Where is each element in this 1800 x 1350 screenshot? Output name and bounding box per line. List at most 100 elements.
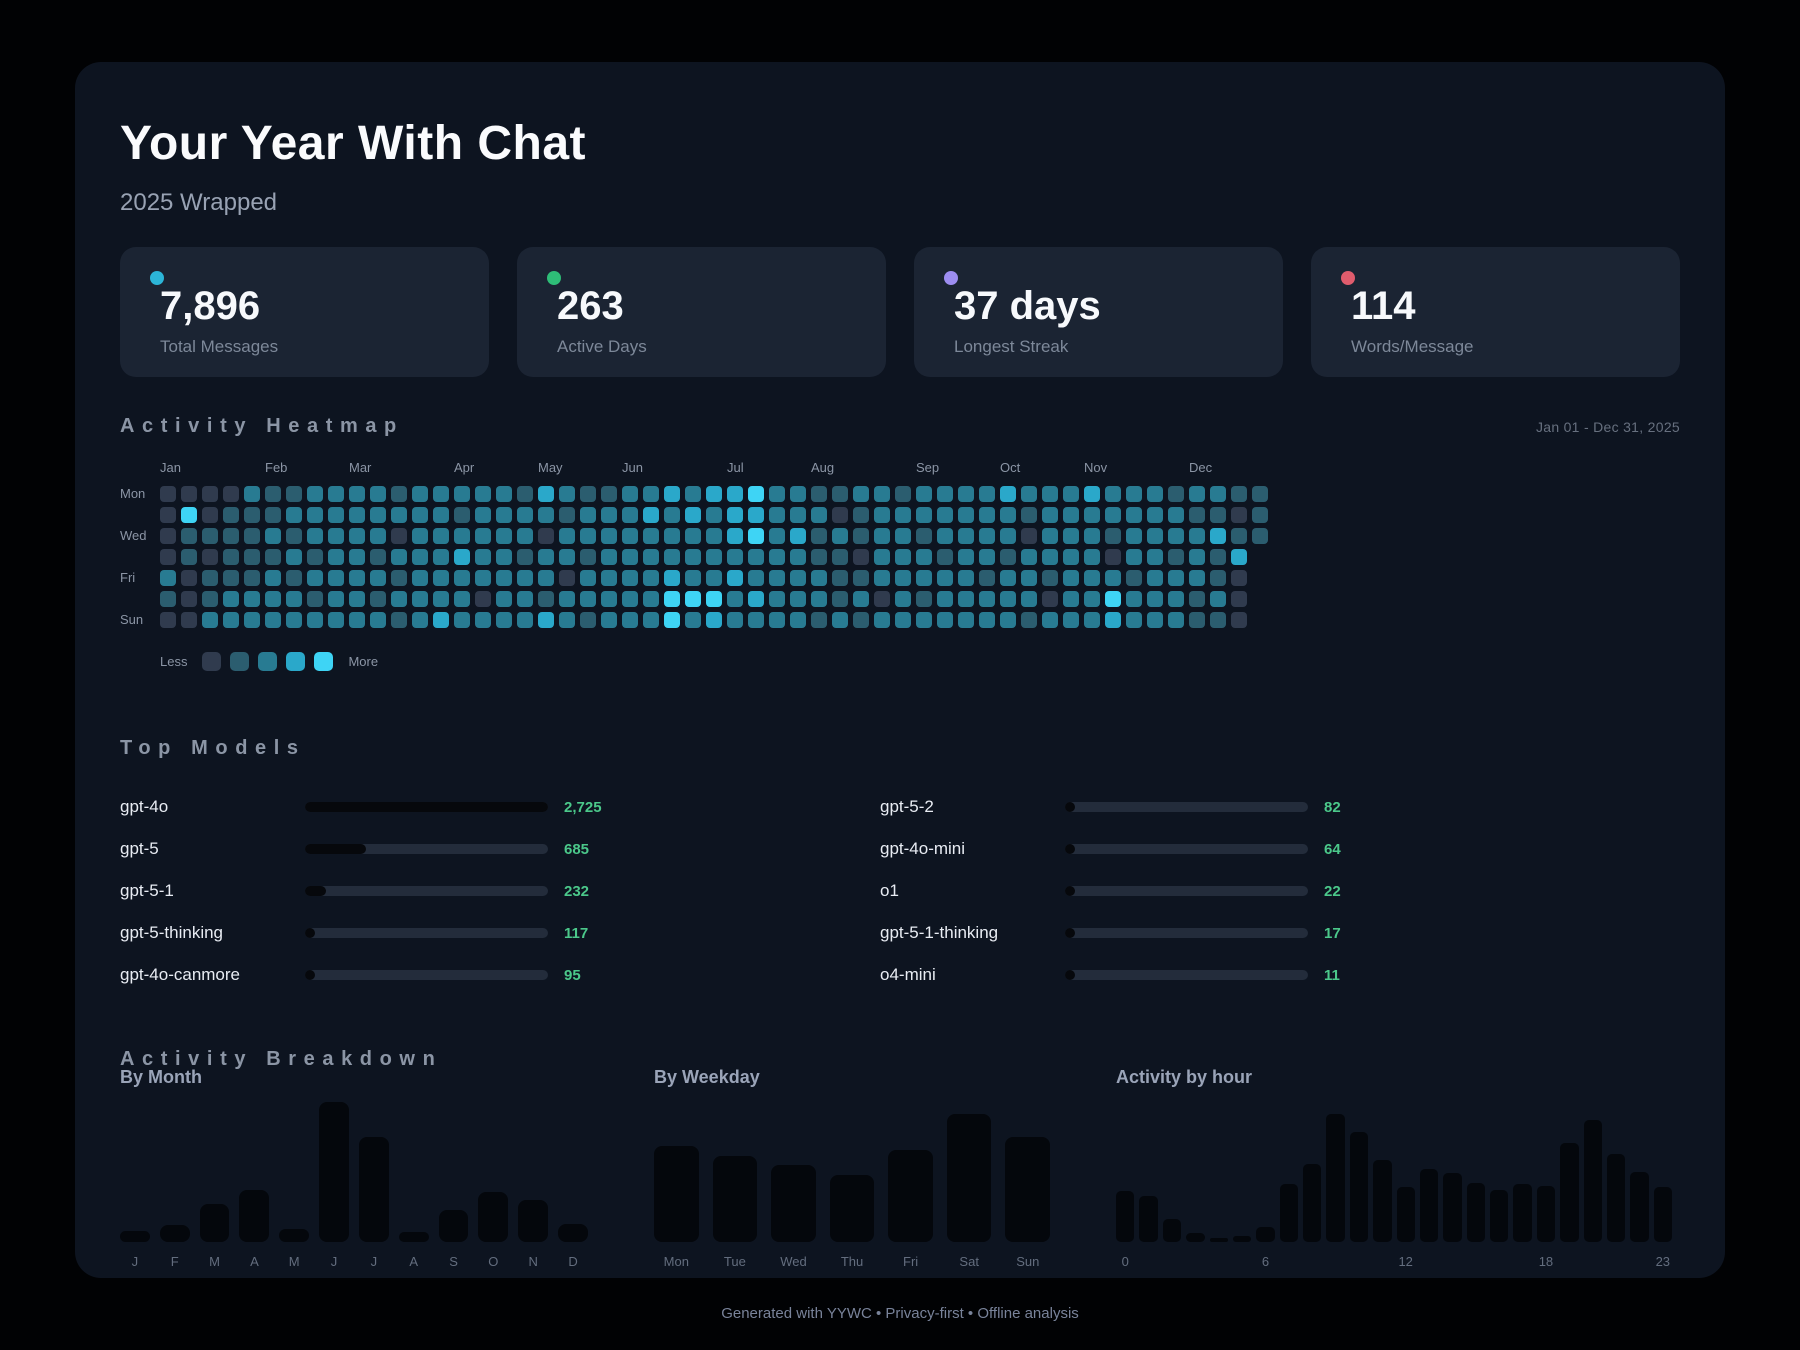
model-bar-fill bbox=[1065, 802, 1075, 812]
heatmap-cell bbox=[307, 612, 323, 628]
heatmap-cell bbox=[1210, 591, 1226, 607]
heatmap-cell bbox=[1189, 528, 1205, 544]
by-hour-bar bbox=[1653, 1186, 1672, 1242]
by-month-bar bbox=[120, 1230, 150, 1242]
bar-column bbox=[1186, 1114, 1205, 1242]
by-hour-bar bbox=[1326, 1114, 1345, 1242]
heatmap-cell bbox=[1147, 591, 1163, 607]
heatmap-cell bbox=[979, 591, 995, 607]
legend-swatch bbox=[230, 652, 250, 671]
legend-less-label: Less bbox=[160, 654, 188, 669]
heatmap-cell bbox=[895, 549, 911, 565]
heatmap-cell bbox=[643, 612, 659, 628]
axis-tick-label: D bbox=[568, 1254, 578, 1269]
stat-label: Words/Message bbox=[1351, 337, 1474, 356]
bar-column bbox=[1005, 1114, 1051, 1242]
heatmap-cell bbox=[769, 507, 785, 523]
axis-tick-label: J bbox=[370, 1254, 378, 1269]
heatmap-months: Jan Feb Mar Apr May Jun Jul Aug Sep Oct Nov Dec bbox=[160, 460, 1268, 486]
heatmap-cell bbox=[181, 507, 197, 523]
bar-column bbox=[1536, 1114, 1556, 1242]
heatmap-cell bbox=[1252, 486, 1268, 502]
heatmap-cell bbox=[538, 486, 554, 502]
heatmap-cell bbox=[1126, 570, 1142, 586]
heatmap-cell bbox=[1084, 549, 1100, 565]
heatmap-cell bbox=[580, 528, 596, 544]
heatmap-cell bbox=[475, 486, 491, 502]
model-name: gpt-5 bbox=[120, 839, 159, 858]
heatmap-cell bbox=[790, 486, 806, 502]
heatmap-legend-swatches bbox=[202, 652, 334, 671]
heatmap-cell bbox=[244, 486, 260, 502]
heatmap-cell bbox=[412, 591, 428, 607]
heatmap-cell bbox=[601, 528, 617, 544]
heatmap-cell bbox=[1084, 612, 1100, 628]
by-hour-bar bbox=[1490, 1189, 1509, 1242]
model-row: gpt-5 685 bbox=[120, 828, 620, 870]
model-bar-fill bbox=[1065, 844, 1075, 854]
heatmap-cell bbox=[706, 486, 722, 502]
model-bar-track bbox=[305, 886, 548, 896]
heatmap-cell bbox=[748, 507, 764, 523]
heatmap-cell bbox=[748, 549, 764, 565]
heatmap-cell bbox=[622, 549, 638, 565]
heatmap-cell bbox=[265, 528, 281, 544]
heatmap-cell bbox=[1231, 591, 1247, 607]
heatmap-cell bbox=[706, 591, 722, 607]
axis-tick-label: 12 bbox=[1398, 1254, 1413, 1269]
heatmap-cell bbox=[1105, 591, 1121, 607]
axis-tick-label: O bbox=[488, 1254, 499, 1269]
heatmap-cell bbox=[1105, 528, 1121, 544]
heatmap-day-label bbox=[120, 507, 160, 523]
axis-tick-label bbox=[1560, 1254, 1578, 1269]
heatmap-cell bbox=[244, 612, 260, 628]
by-month-bar bbox=[199, 1204, 230, 1242]
heatmap-cell bbox=[1021, 612, 1037, 628]
heatmap-cell bbox=[1231, 549, 1247, 565]
heatmap-cell bbox=[664, 591, 680, 607]
by-month-bar bbox=[558, 1223, 588, 1242]
heatmap-cell bbox=[811, 570, 827, 586]
heatmap-cell bbox=[244, 570, 260, 586]
legend-more-label: More bbox=[348, 654, 379, 669]
heatmap-cell bbox=[1063, 528, 1079, 544]
model-bar-fill bbox=[305, 844, 367, 854]
model-bar-fill bbox=[305, 886, 326, 896]
model-value: 22 bbox=[1324, 882, 1341, 900]
chart-title: By Month bbox=[120, 1067, 202, 1087]
bar-column bbox=[1466, 1114, 1485, 1242]
bar-column bbox=[1232, 1114, 1252, 1242]
heatmap-cell bbox=[685, 486, 701, 502]
model-row: gpt-4o-canmore 95 bbox=[120, 954, 620, 996]
bar-column bbox=[1303, 1114, 1322, 1242]
axis-tick-label bbox=[1350, 1254, 1368, 1269]
model-name: gpt-4o-canmore bbox=[120, 965, 241, 984]
heatmap-cell bbox=[874, 570, 890, 586]
heatmap-cell bbox=[979, 612, 995, 628]
heatmap-cell bbox=[1168, 486, 1184, 502]
heatmap-cell bbox=[895, 507, 911, 523]
heatmap-cell bbox=[622, 528, 638, 544]
heatmap-cell bbox=[811, 486, 827, 502]
heatmap-cell bbox=[685, 591, 701, 607]
heatmap-cell bbox=[1210, 612, 1226, 628]
chart-bars bbox=[654, 1114, 1051, 1242]
heatmap-cell bbox=[853, 549, 869, 565]
heatmap-cell bbox=[1126, 612, 1142, 628]
bar-column bbox=[1349, 1114, 1369, 1242]
heatmap-cell bbox=[1147, 549, 1163, 565]
heatmap-cell bbox=[1000, 528, 1016, 544]
bar-column bbox=[398, 1102, 429, 1242]
heatmap-cell bbox=[580, 549, 596, 565]
heatmap-cell bbox=[454, 486, 470, 502]
bar-column bbox=[654, 1114, 699, 1242]
heatmap-cell bbox=[1021, 486, 1037, 502]
axis-tick-label bbox=[1373, 1254, 1391, 1269]
axis-tick-label bbox=[1303, 1254, 1321, 1269]
main-panel: Your Year With Chat 2025 Wrapped 7,896 T… bbox=[75, 62, 1725, 1278]
heatmap-cell bbox=[832, 549, 848, 565]
heatmap-cell bbox=[1210, 549, 1226, 565]
heatmap-cell bbox=[916, 591, 932, 607]
by-hour-bar bbox=[1162, 1218, 1182, 1242]
